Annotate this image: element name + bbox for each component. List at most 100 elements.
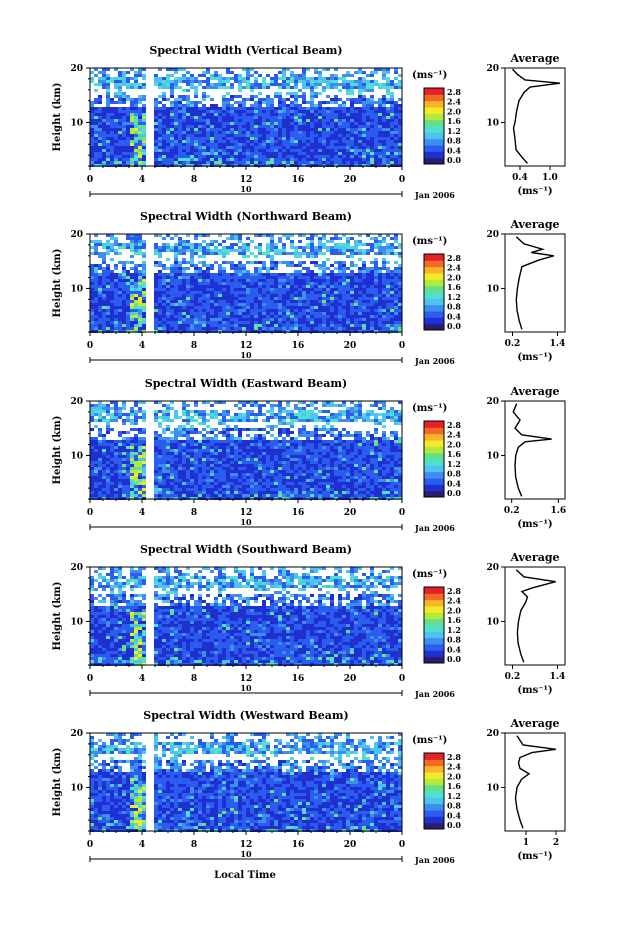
colorbar-swatch xyxy=(424,323,444,331)
x-tick-label: 4 xyxy=(139,341,145,351)
x-tick-label: 16 xyxy=(292,175,305,185)
y-axis-label: Height (km) xyxy=(52,416,63,485)
profile-title: Average xyxy=(509,717,559,730)
colorbar-swatch xyxy=(424,260,444,268)
colorbar-swatch xyxy=(424,107,444,114)
heatmap-cells xyxy=(90,68,402,167)
colorbar-swatch xyxy=(424,132,444,140)
colorbar-swatch xyxy=(424,484,444,492)
x-tick-label: 8 xyxy=(191,341,197,351)
profile-x-tick-label: 0.2 xyxy=(504,506,520,516)
colorbar-tick-label: 1.6 xyxy=(447,615,461,625)
x-tick-label: 12 xyxy=(240,840,253,850)
colorbar-swatch xyxy=(424,88,444,95)
profile-line xyxy=(515,569,556,663)
colorbar-tick-label: 2.0 xyxy=(447,439,461,449)
profile-x-tick-label: 1.4 xyxy=(550,339,566,349)
profile-x-axis-label: (ms⁻¹) xyxy=(517,519,552,530)
date-label: 10 xyxy=(240,517,252,527)
colorbar-swatch xyxy=(424,273,444,280)
colorbar-swatch xyxy=(424,440,444,447)
colorbar-swatch xyxy=(424,151,444,159)
colorbar-swatch xyxy=(424,753,444,760)
profile-frame xyxy=(504,233,566,333)
colorbar-swatch xyxy=(424,791,444,798)
profile-x-tick-label: 0.4 xyxy=(512,173,528,183)
x-tick-label: 16 xyxy=(292,508,305,518)
colorbar-swatch xyxy=(424,471,444,479)
y-tick-label: 20 xyxy=(70,397,83,407)
profile-x-tick-label: 1.6 xyxy=(550,506,566,516)
colorbar-tick-label: 1.2 xyxy=(447,126,461,136)
colorbar-swatch xyxy=(424,797,444,805)
colorbar-tick-label: 1.6 xyxy=(447,781,461,791)
colorbar-swatch xyxy=(424,138,444,146)
colorbar-tick-label: 0.0 xyxy=(447,488,461,498)
heatmap-cells xyxy=(90,401,402,500)
colorbar-tick-label: 0.8 xyxy=(447,635,461,645)
colorbar-tick-label: 0.8 xyxy=(447,302,461,312)
colorbar-swatch xyxy=(424,452,444,460)
profile-frame xyxy=(504,67,566,167)
x-tick-label: 0 xyxy=(87,341,93,351)
colorbar-tick-label: 1.2 xyxy=(447,459,461,469)
colorbar-tick-label: 1.2 xyxy=(447,292,461,302)
y-tick-label: 20 xyxy=(70,64,83,74)
colorbar-tick-label: 2.4 xyxy=(447,430,461,440)
colorbar-swatch xyxy=(424,816,444,824)
x-tick-label: 20 xyxy=(344,508,357,518)
date-label: 10 xyxy=(240,184,252,194)
profile-x-tick-label: 1.0 xyxy=(542,173,558,183)
profile-x-tick-label: 0.2 xyxy=(505,339,521,349)
profile-y-tick-label: 20 xyxy=(486,563,499,573)
profile-title: Average xyxy=(509,218,559,231)
panel-title: Spectral Width (Westward Beam) xyxy=(143,709,348,722)
colorbar-swatch xyxy=(424,644,444,651)
panel-5: Spectral Width (Westward Beam)1020Height… xyxy=(52,709,566,865)
profile-y-tick-label: 20 xyxy=(486,729,499,739)
colorbar-swatch xyxy=(424,637,444,645)
month-label: Jan 2006 xyxy=(414,190,455,200)
x-axis-label: Local Time xyxy=(214,870,276,881)
month-label: Jan 2006 xyxy=(414,855,455,865)
month-label: Jan 2006 xyxy=(414,523,455,533)
colorbar-tick-label: 1.6 xyxy=(447,116,461,126)
profile-x-tick-label: 1.4 xyxy=(550,672,566,682)
profile-frame xyxy=(504,732,566,832)
colorbar-swatch xyxy=(424,625,444,632)
x-tick-label: 0 xyxy=(399,674,405,684)
colorbar-tick-label: 0.4 xyxy=(447,311,461,321)
colorbar-tick-label: 2.8 xyxy=(447,420,461,430)
profile-x-tick-label: 2 xyxy=(553,838,559,848)
profile-y-tick-label: 20 xyxy=(486,64,499,74)
colorbar-tick-label: 2.4 xyxy=(447,97,461,107)
heatmap-cells xyxy=(90,733,402,832)
colorbar-swatch xyxy=(424,772,444,779)
profile-title: Average xyxy=(509,52,559,65)
colorbar-swatch xyxy=(424,618,444,626)
x-tick-label: 0 xyxy=(87,674,93,684)
colorbar-tick-label: 2.0 xyxy=(447,272,461,282)
colorbar-swatch xyxy=(424,285,444,293)
heatmap-cells xyxy=(90,567,402,666)
colorbar-swatch xyxy=(424,593,444,601)
colorbar-tick-label: 2.8 xyxy=(447,87,461,97)
profile-y-tick-label: 10 xyxy=(486,617,499,627)
colorbar-swatch xyxy=(424,631,444,639)
colorbar-swatch xyxy=(424,100,444,108)
profile-y-tick-label: 10 xyxy=(486,284,499,294)
panel-4: Spectral Width (Southward Beam) 10 20 Heigh… xyxy=(52,543,566,699)
profile-frame xyxy=(504,566,566,666)
x-tick-label: 4 xyxy=(139,175,145,185)
profile-frame xyxy=(504,400,566,500)
panel-3: Spectral Width (Eastward Beam) 10 20 Height… xyxy=(52,377,566,533)
date-label: 10 xyxy=(240,683,252,693)
colorbar-unit: (ms⁻¹) xyxy=(412,569,447,580)
y-tick-label: 10 xyxy=(70,451,83,461)
colorbar-swatch xyxy=(424,765,444,773)
colorbar-swatch xyxy=(424,490,444,498)
x-tick-label: 0 xyxy=(87,508,93,518)
colorbar-swatch xyxy=(424,810,444,817)
colorbar-swatch xyxy=(424,266,444,274)
